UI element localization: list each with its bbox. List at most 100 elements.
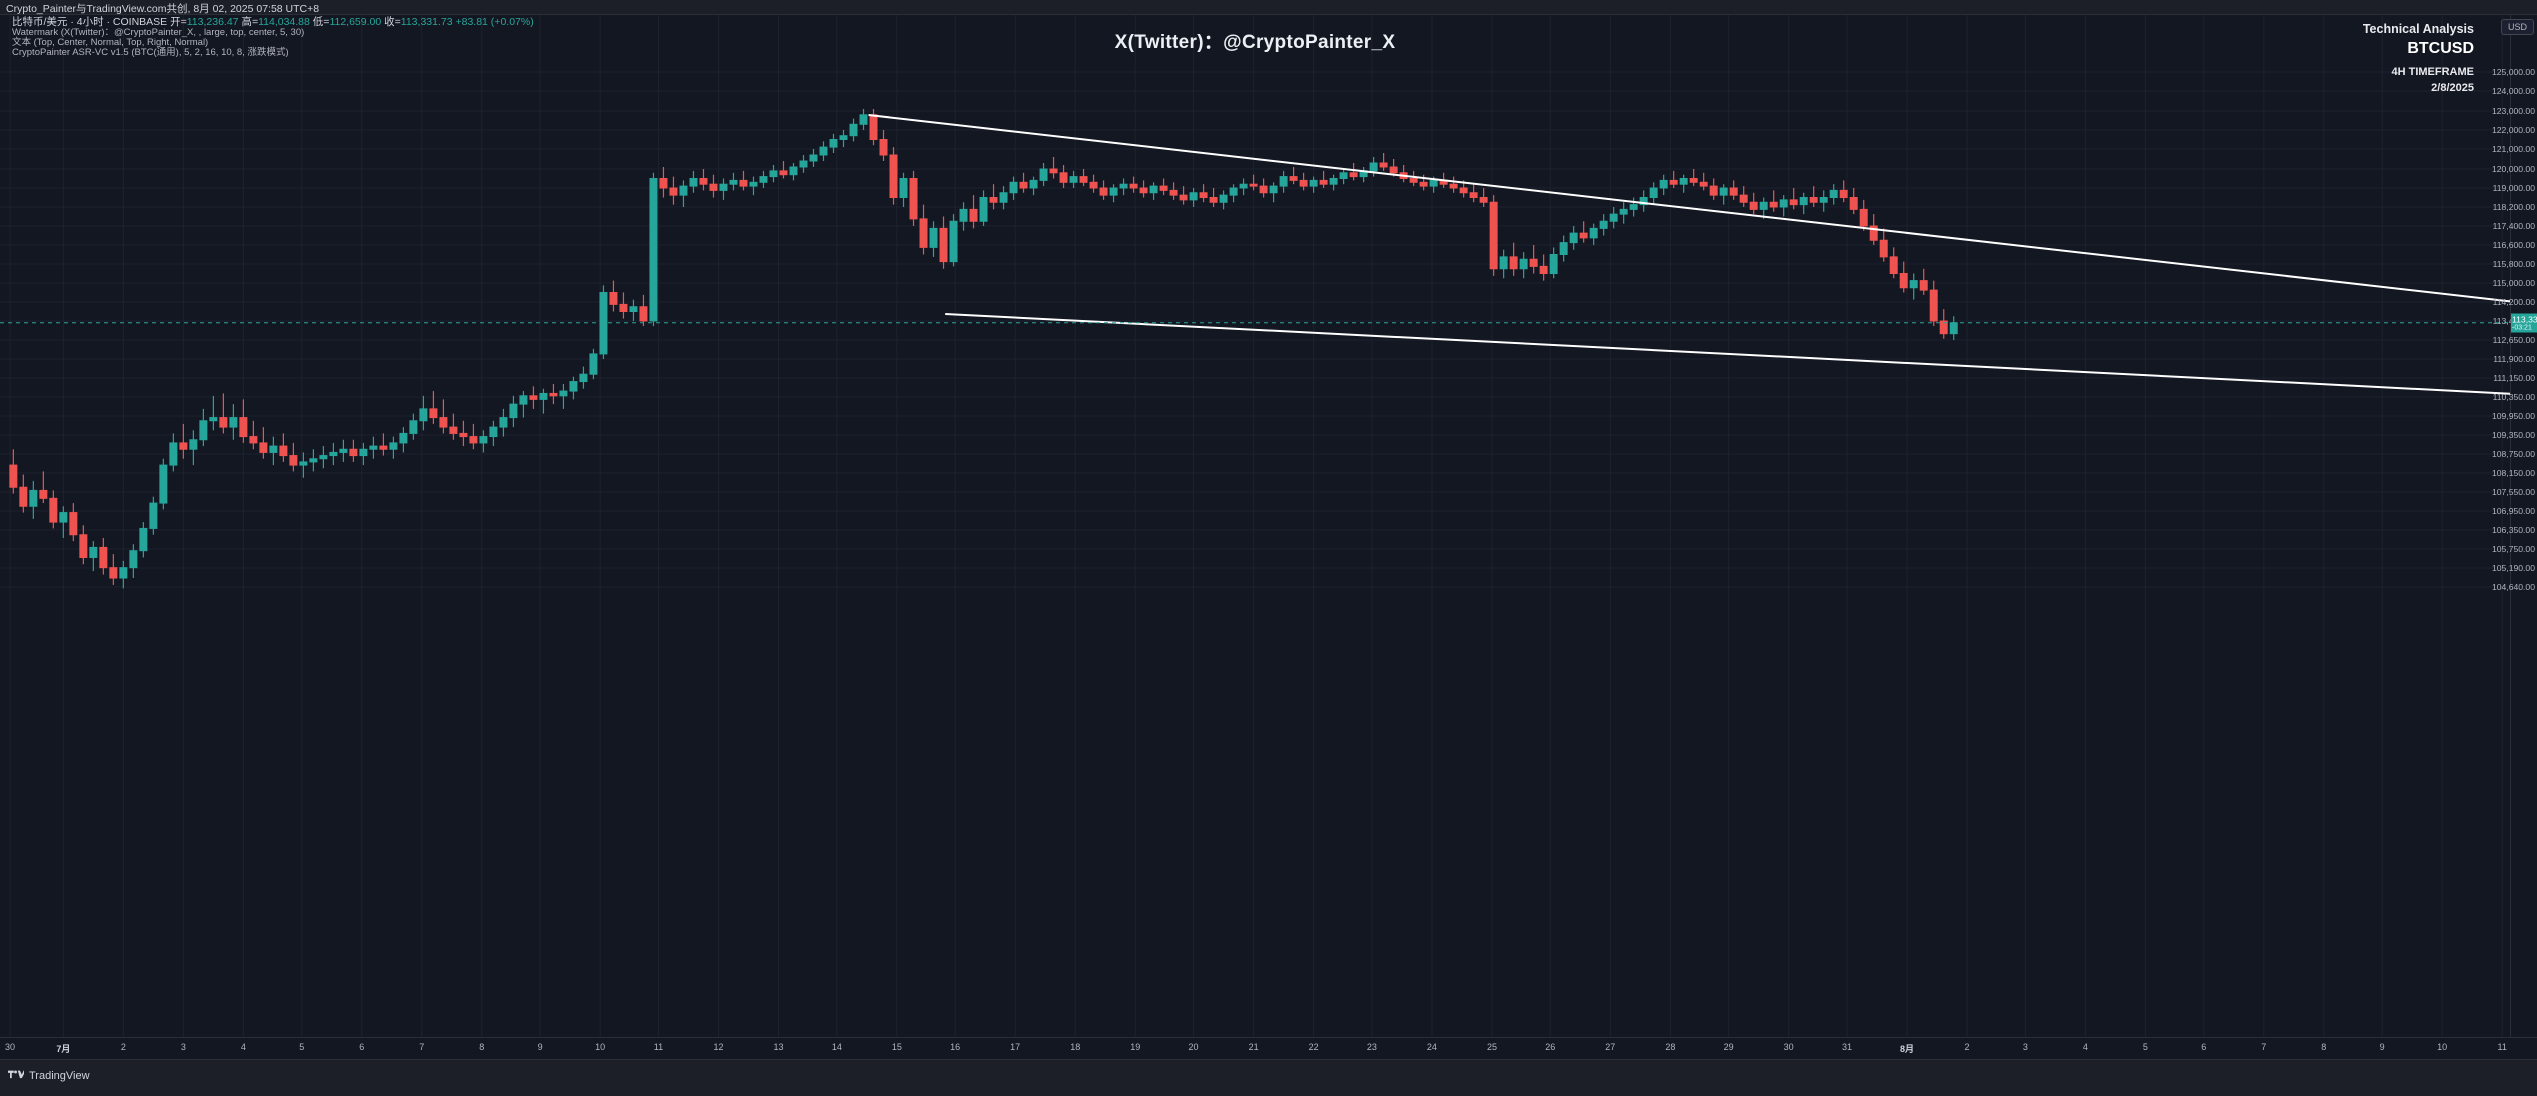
candle-body: [969, 208, 978, 222]
candle-body: [719, 183, 728, 191]
candle-body: [1139, 187, 1148, 194]
candle-body: [199, 420, 208, 441]
candle-body: [1209, 197, 1218, 203]
candle-body: [1119, 183, 1128, 189]
candle-body: [729, 179, 738, 185]
time-tick-label: 4: [2082, 1042, 2088, 1052]
candle-body: [1039, 168, 1048, 181]
candle-body: [709, 183, 718, 191]
time-tick-label: 10: [2437, 1042, 2448, 1052]
candle-body: [979, 197, 988, 222]
price-tick-label: 112,650.00: [2492, 335, 2535, 345]
currency-badge[interactable]: USD: [2500, 19, 2534, 35]
time-tick-label: 31: [1842, 1042, 1853, 1052]
time-tick-label: 9: [2379, 1042, 2385, 1052]
candle-body: [1779, 199, 1788, 208]
price-tick-label: 105,750.00: [2491, 544, 2535, 554]
candle-body: [1179, 194, 1188, 201]
candle-body: [1579, 232, 1588, 239]
price-tick-label: 110,350.00: [2492, 392, 2535, 402]
candle-body: [1089, 181, 1098, 189]
candle-body: [699, 178, 708, 185]
candle-body: [919, 218, 928, 248]
candle-body: [1949, 322, 1958, 335]
candle-body: [739, 179, 748, 187]
price-tick-label: 123,000.00: [2491, 106, 2535, 116]
candle-body: [249, 436, 258, 444]
time-tick-label: 5: [299, 1042, 305, 1052]
candle-body: [799, 160, 808, 168]
candle-body: [269, 445, 278, 453]
candle-body: [29, 489, 38, 507]
candle-body: [1689, 178, 1698, 183]
price-tick-label: 115,800.00: [2492, 259, 2535, 269]
candle-body: [749, 181, 758, 187]
candle-body: [1329, 178, 1338, 185]
candle-body: [999, 192, 1008, 203]
candle-body: [1019, 181, 1028, 189]
candle-body: [309, 458, 318, 463]
candle-body: [509, 403, 518, 419]
candle-body: [569, 381, 578, 392]
candle-body: [129, 550, 138, 569]
candle-body: [689, 178, 698, 187]
candle-body: [279, 445, 288, 457]
candle-body: [1059, 172, 1068, 183]
price-tick-label: 107,550.00: [2491, 487, 2535, 497]
tradingview-brand[interactable]: TradingView: [8, 1069, 90, 1082]
candle-body: [899, 178, 908, 198]
candle-body: [489, 426, 498, 438]
time-tick-label: 4: [240, 1042, 246, 1052]
candle-body: [289, 455, 298, 466]
candle-body: [1299, 179, 1308, 187]
candle-body: [1899, 273, 1908, 289]
time-tick-label: 8月: [1900, 1044, 1915, 1054]
price-tick-label: 105,190.00: [2491, 563, 2535, 573]
time-tick-label: 29: [1723, 1042, 1734, 1052]
candle-body: [1709, 185, 1718, 196]
candle-body: [759, 176, 768, 183]
price-tick-label: 118,200.00: [2492, 202, 2535, 212]
candle-body: [1799, 197, 1808, 206]
candle-body: [459, 432, 468, 438]
candle-body: [839, 135, 848, 140]
candle-body: [1499, 256, 1508, 270]
time-tick-label: 22: [1308, 1042, 1319, 1052]
candle-body: [429, 408, 438, 419]
candle-body: [1849, 197, 1858, 210]
candle-body: [579, 373, 588, 383]
candle-body: [789, 166, 798, 176]
time-tick-label: 30: [4, 1042, 16, 1052]
candle-body: [179, 442, 188, 450]
candle-body: [559, 390, 568, 397]
time-tick-label: 2: [120, 1042, 126, 1052]
price-axis[interactable]: 125,000.00 124,000.00 123,000.00 122,000.00…: [2492, 15, 2537, 1037]
candle-body: [1099, 187, 1108, 196]
candle-body: [109, 567, 118, 579]
chart-pane[interactable]: 比特币/美元 · 4小时 · COINBASE 开=113,236.47 高=1…: [0, 15, 2510, 1037]
candle-body: [1809, 197, 1818, 203]
time-tick-label: 2: [1964, 1042, 1970, 1052]
time-tick-label: 19: [1130, 1042, 1141, 1052]
time-axis[interactable]: 30 7月 2 3 4 5 6 7 8 9 10 11 12 13 14 15 16 17 18 19 20 21 22 23…: [0, 1037, 2537, 1059]
time-tick-label: 23: [1366, 1042, 1377, 1052]
candle-body: [1669, 179, 1678, 185]
candle-body: [239, 417, 248, 438]
candle-body: [649, 178, 658, 322]
candle-body: [989, 197, 998, 203]
time-tick-label: 8: [2321, 1042, 2327, 1052]
candle-body: [1459, 187, 1468, 194]
candle-body: [1789, 199, 1798, 206]
candle-body: [1829, 189, 1838, 198]
candle-body: [1559, 242, 1568, 255]
status-bar: TradingView: [0, 1059, 2537, 1096]
candle-body: [1599, 220, 1608, 229]
price-tick-label: 106,350.00: [2491, 525, 2535, 535]
candle-body: [859, 114, 868, 125]
candle-body: [329, 451, 338, 457]
price-tick-label: 119,000.00: [2492, 183, 2535, 193]
candle-body: [1249, 183, 1258, 187]
time-tick-label: 3: [180, 1042, 186, 1052]
trendline-overlay: [868, 114, 2510, 395]
time-tick-label: 11: [653, 1042, 664, 1052]
